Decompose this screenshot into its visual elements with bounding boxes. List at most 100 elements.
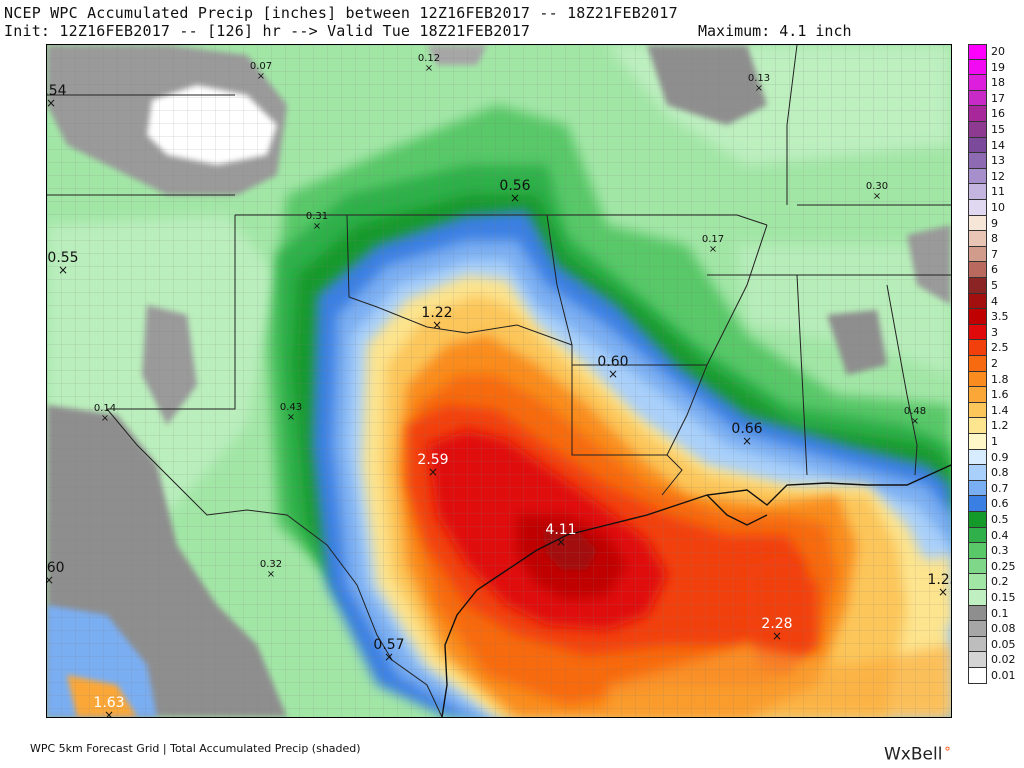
legend-label: 3 [991,325,998,339]
legend-label: 5 [991,279,998,292]
legend-swatch [968,44,987,60]
legend-swatch [968,652,987,668]
legend-label: 20 [991,45,1005,58]
point-value-label: 0.43 [280,402,302,413]
county-grid [47,45,951,717]
point-marker-icon: × [510,191,520,205]
legend-swatch [968,371,987,388]
point-markers: ×0.54×0.07×0.12×0.13×0.30×0.56×0.31×0.55… [47,53,951,717]
legend-entry: 13 [968,153,1024,169]
legend-entry: 6 [968,262,1024,278]
point-value-label: 0.13 [748,73,770,84]
legend-swatch [968,59,987,76]
coastline [441,464,951,717]
legend-entry: 4 [968,293,1024,310]
legend-entry: 14 [968,137,1024,154]
legend-label: 0.4 [991,528,1009,542]
legend-swatch [968,434,987,450]
legend-swatch [968,418,987,434]
legend-swatch [968,543,987,559]
legend-entry: 0.4 [968,527,1024,544]
legend-swatch [968,527,987,544]
legend-label: 0.3 [991,544,1009,558]
legend-label: 0.6 [991,497,1009,511]
point-marker-icon: × [425,63,433,74]
legend-swatch [968,309,987,325]
legend-swatch [968,200,987,216]
brand-logo: WxBell⚬ [884,742,953,765]
legend-label: 0.08 [991,622,1016,636]
point-value-label: 2.28 [761,616,792,632]
legend-entry: 17 [968,90,1024,107]
legend-entry: 0.5 [968,512,1024,528]
legend-label: 3.5 [991,310,1009,324]
point-value-label: 0.14 [94,403,116,414]
point-value-label: 0.48 [904,406,926,417]
legend-entry: 0.8 [968,465,1024,481]
point-marker-icon: × [58,263,68,277]
legend-label: 6 [991,263,998,277]
legend-swatch [968,480,987,497]
legend-swatch [968,184,987,200]
legend-entry: 1.4 [968,402,1024,419]
legend-entry: 9 [968,215,1024,232]
legend-entry: 0.02 [968,652,1024,668]
point-value-label: 0.54 [47,83,67,99]
legend-swatch [968,356,987,372]
legend-label: 0.01 [991,669,1016,682]
legend-label: 16 [991,107,1005,121]
legend-label: 0.15 [991,591,1016,604]
legend-label: 13 [991,154,1005,168]
point-value-label: 0.32 [260,559,282,570]
legend-label: 1 [991,435,998,448]
legend-entry: 16 [968,106,1024,122]
legend-entry: 5 [968,278,1024,294]
legend-entry: 0.01 [968,668,1024,684]
point-marker-icon: × [772,629,782,643]
legend-entry: 8 [968,231,1024,247]
legend-entry: 0.2 [968,574,1024,590]
legend-swatch [968,340,987,356]
point-marker-icon: × [104,708,114,717]
point-marker-icon: × [257,71,265,82]
legend-swatch [968,215,987,232]
legend-swatch [968,262,987,278]
point-value-label: 0.57 [373,637,404,653]
point-marker-icon: × [287,412,295,423]
precip-map[interactable]: ×0.54×0.07×0.12×0.13×0.30×0.56×0.31×0.55… [46,44,952,718]
legend-swatch [968,231,987,247]
legend-label: 19 [991,60,1005,74]
point-marker-icon: × [938,585,948,599]
legend-swatch [968,636,987,653]
legend-swatch [968,293,987,310]
point-marker-icon: × [428,465,438,479]
legend-swatch [968,668,987,684]
point-marker-icon: × [47,96,56,110]
point-marker-icon: × [313,221,321,232]
legend-swatch [968,137,987,154]
maximum-label: Maximum: 4.1 inch [698,22,852,40]
legend-label: 15 [991,123,1005,136]
point-marker-icon: × [432,318,442,332]
legend-label: 1.2 [991,419,1009,433]
legend-swatch [968,122,987,138]
legend-label: 0.5 [991,513,1009,526]
legend-entry: 0.25 [968,558,1024,575]
legend-swatch [968,106,987,122]
legend-entry: 20 [968,44,1024,60]
point-value-label: 1.22 [421,305,452,321]
point-value-label: 0.55 [47,250,78,266]
point-marker-icon: × [384,650,394,664]
legend-entry: 0.08 [968,621,1024,637]
legend-label: 0.9 [991,450,1009,464]
legend-swatch [968,590,987,606]
point-value-label: 0.12 [418,53,440,64]
legend-swatch [968,153,987,169]
legend-swatch [968,605,987,622]
legend-entry: 0.9 [968,449,1024,466]
legend-label: 12 [991,169,1005,183]
legend-label: 14 [991,138,1005,152]
point-marker-icon: × [742,434,752,448]
point-value-label: 4.11 [545,522,576,538]
point-marker-icon: × [101,413,109,424]
